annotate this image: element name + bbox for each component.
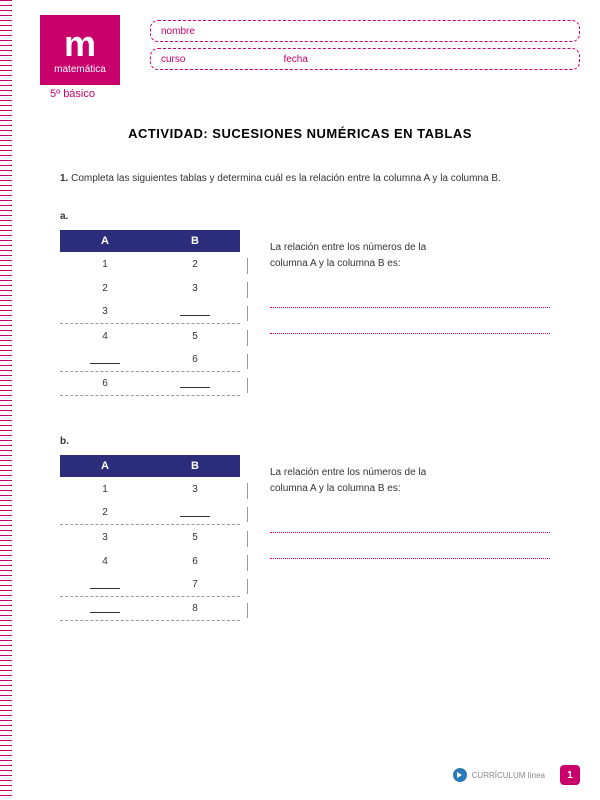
problem: b.AB132354678La relación entre los númer… xyxy=(60,436,550,621)
cell-a[interactable] xyxy=(60,601,150,616)
table-row: 7 xyxy=(60,573,240,597)
cell-a: 1 xyxy=(60,484,150,495)
cell-a[interactable] xyxy=(60,352,150,367)
table-row: 46 xyxy=(60,549,240,573)
instruction-text: Completa las siguientes tablas y determi… xyxy=(71,173,501,184)
course-date-field[interactable]: curso fecha xyxy=(150,48,580,70)
date-label: fecha xyxy=(283,54,307,65)
table-row: 12 xyxy=(60,252,240,276)
cell-b: 2 xyxy=(150,259,240,270)
footer-brand: CURRÍCULUM línea xyxy=(453,768,545,782)
ruler-decoration xyxy=(0,0,12,800)
header: m matemática 5º básico nombre curso fech… xyxy=(0,0,600,86)
table-row: 23 xyxy=(60,276,240,300)
data-table: AB122334566 xyxy=(60,230,240,396)
problem-label: b. xyxy=(60,436,550,447)
cell-a: 6 xyxy=(60,378,150,389)
cell-b[interactable] xyxy=(150,376,240,391)
name-field[interactable]: nombre xyxy=(150,20,580,42)
col-a-header: A xyxy=(60,455,150,477)
cell-b: 5 xyxy=(150,331,240,342)
footer-brand-text: CURRÍCULUM línea xyxy=(472,771,545,780)
answer-line[interactable] xyxy=(270,541,550,559)
cell-a: 2 xyxy=(60,507,150,518)
cell-a: 4 xyxy=(60,556,150,567)
cell-b: 6 xyxy=(150,354,240,365)
cell-a: 1 xyxy=(60,259,150,270)
cell-b: 5 xyxy=(150,532,240,543)
table-row: 13 xyxy=(60,477,240,501)
cell-b: 7 xyxy=(150,579,240,590)
cell-a: 3 xyxy=(60,306,150,317)
page-number: 1 xyxy=(560,765,580,785)
name-label: nombre xyxy=(161,26,195,37)
answer-prompt: La relación entre los números de lacolum… xyxy=(270,240,550,272)
table-row: 2 xyxy=(60,501,240,525)
cell-b[interactable] xyxy=(150,304,240,319)
instruction: 1. Completa las siguientes tablas y dete… xyxy=(60,171,550,186)
cell-b[interactable] xyxy=(150,505,240,520)
table-row: 6 xyxy=(60,348,240,372)
col-b-header: B xyxy=(150,455,240,477)
answer-prompt: La relación entre los números de lacolum… xyxy=(270,465,550,497)
answer-line[interactable] xyxy=(270,290,550,308)
instruction-number: 1. xyxy=(60,173,68,184)
course-label: curso xyxy=(161,54,185,65)
cell-a: 2 xyxy=(60,283,150,294)
problem: a.AB122334566La relación entre los númer… xyxy=(60,211,550,396)
page-title: ACTIVIDAD: SUCESIONES NUMÉRICAS EN TABLA… xyxy=(0,126,600,141)
answer-line[interactable] xyxy=(270,316,550,334)
col-b-header: B xyxy=(150,230,240,252)
logo-word: matemática xyxy=(54,64,106,75)
answer-line[interactable] xyxy=(270,515,550,533)
footer: CURRÍCULUM línea 1 xyxy=(453,765,580,785)
grade-label: 5º básico xyxy=(50,88,95,100)
logo: m matemática xyxy=(40,15,120,85)
cell-b: 6 xyxy=(150,556,240,567)
logo-letter: m xyxy=(64,26,96,62)
play-icon xyxy=(453,768,467,782)
table-row: 8 xyxy=(60,597,240,621)
table-row: 35 xyxy=(60,525,240,549)
col-a-header: A xyxy=(60,230,150,252)
cell-a: 4 xyxy=(60,331,150,342)
cell-a[interactable] xyxy=(60,577,150,592)
cell-b: 3 xyxy=(150,484,240,495)
cell-b: 8 xyxy=(150,603,240,614)
data-table: AB132354678 xyxy=(60,455,240,621)
problem-label: a. xyxy=(60,211,550,222)
answer-area: La relación entre los números de lacolum… xyxy=(270,455,550,621)
content: 1. Completa las siguientes tablas y dete… xyxy=(0,171,600,621)
cell-a: 3 xyxy=(60,532,150,543)
table-row: 3 xyxy=(60,300,240,324)
cell-b: 3 xyxy=(150,283,240,294)
table-row: 6 xyxy=(60,372,240,396)
answer-area: La relación entre los números de lacolum… xyxy=(270,230,550,396)
table-row: 45 xyxy=(60,324,240,348)
